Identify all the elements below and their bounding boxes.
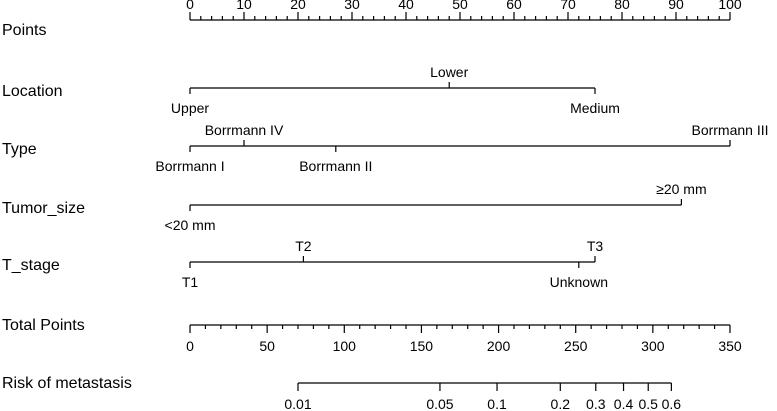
total-points-tick-label: 200 — [487, 338, 511, 354]
variable-level-label: Unknown — [550, 274, 608, 290]
risk-tick-label: 0.05 — [426, 396, 453, 411]
variable-level-label: Medium — [570, 100, 620, 116]
total-points-axis-label: Total Points — [2, 317, 85, 334]
variable-level-label: Borrmann I — [155, 158, 224, 174]
risk-tick-label: 0.1 — [487, 396, 507, 411]
risk-tick-label: 0.4 — [614, 396, 634, 411]
risk-axis-label: Risk of metastasis — [2, 375, 132, 392]
points-tick-label: 60 — [506, 0, 522, 12]
risk-tick-label: 0.6 — [662, 396, 682, 411]
variable-label: Location — [2, 83, 63, 100]
variable-level-label: ≥20 mm — [656, 181, 706, 197]
total-points-tick-label: 250 — [564, 338, 588, 354]
risk-tick-label: 0.2 — [551, 396, 571, 411]
variable-level-label: T3 — [587, 238, 604, 254]
variable-level-label: Borrmann III — [691, 122, 768, 138]
points-tick-label: 0 — [186, 0, 194, 12]
variable-level-label: Borrmann IV — [205, 122, 284, 138]
total-points-tick-label: 150 — [410, 338, 434, 354]
variable-level-label: Borrmann II — [299, 158, 372, 174]
points-tick-label: 80 — [614, 0, 630, 12]
points-tick-label: 30 — [344, 0, 360, 12]
variable-level-label: T1 — [182, 274, 199, 290]
variable-level-label: Lower — [430, 64, 468, 80]
points-tick-label: 50 — [452, 0, 468, 12]
risk-tick-label: 0.01 — [284, 396, 311, 411]
points-tick-label: 90 — [668, 0, 684, 12]
total-points-tick-label: 50 — [259, 338, 275, 354]
total-points-tick-label: 100 — [333, 338, 357, 354]
risk-tick-label: 0.3 — [586, 396, 606, 411]
variable-level-label: <20 mm — [165, 217, 216, 233]
points-tick-label: 40 — [398, 0, 414, 12]
points-axis-label: Points — [2, 22, 46, 39]
points-tick-label: 100 — [718, 0, 742, 12]
variable-level-label: T2 — [295, 238, 312, 254]
variable-label: Tumor_size — [2, 200, 85, 217]
variable-label: T_stage — [2, 257, 60, 274]
total-points-tick-label: 300 — [641, 338, 665, 354]
variable-level-label: Upper — [171, 100, 209, 116]
total-points-tick-label: 0 — [186, 338, 194, 354]
points-tick-label: 20 — [290, 0, 306, 12]
variable-label: Type — [2, 141, 37, 158]
points-tick-label: 10 — [236, 0, 252, 12]
total-points-tick-label: 350 — [718, 338, 742, 354]
points-tick-label: 70 — [560, 0, 576, 12]
risk-tick-label: 0.5 — [638, 396, 658, 411]
